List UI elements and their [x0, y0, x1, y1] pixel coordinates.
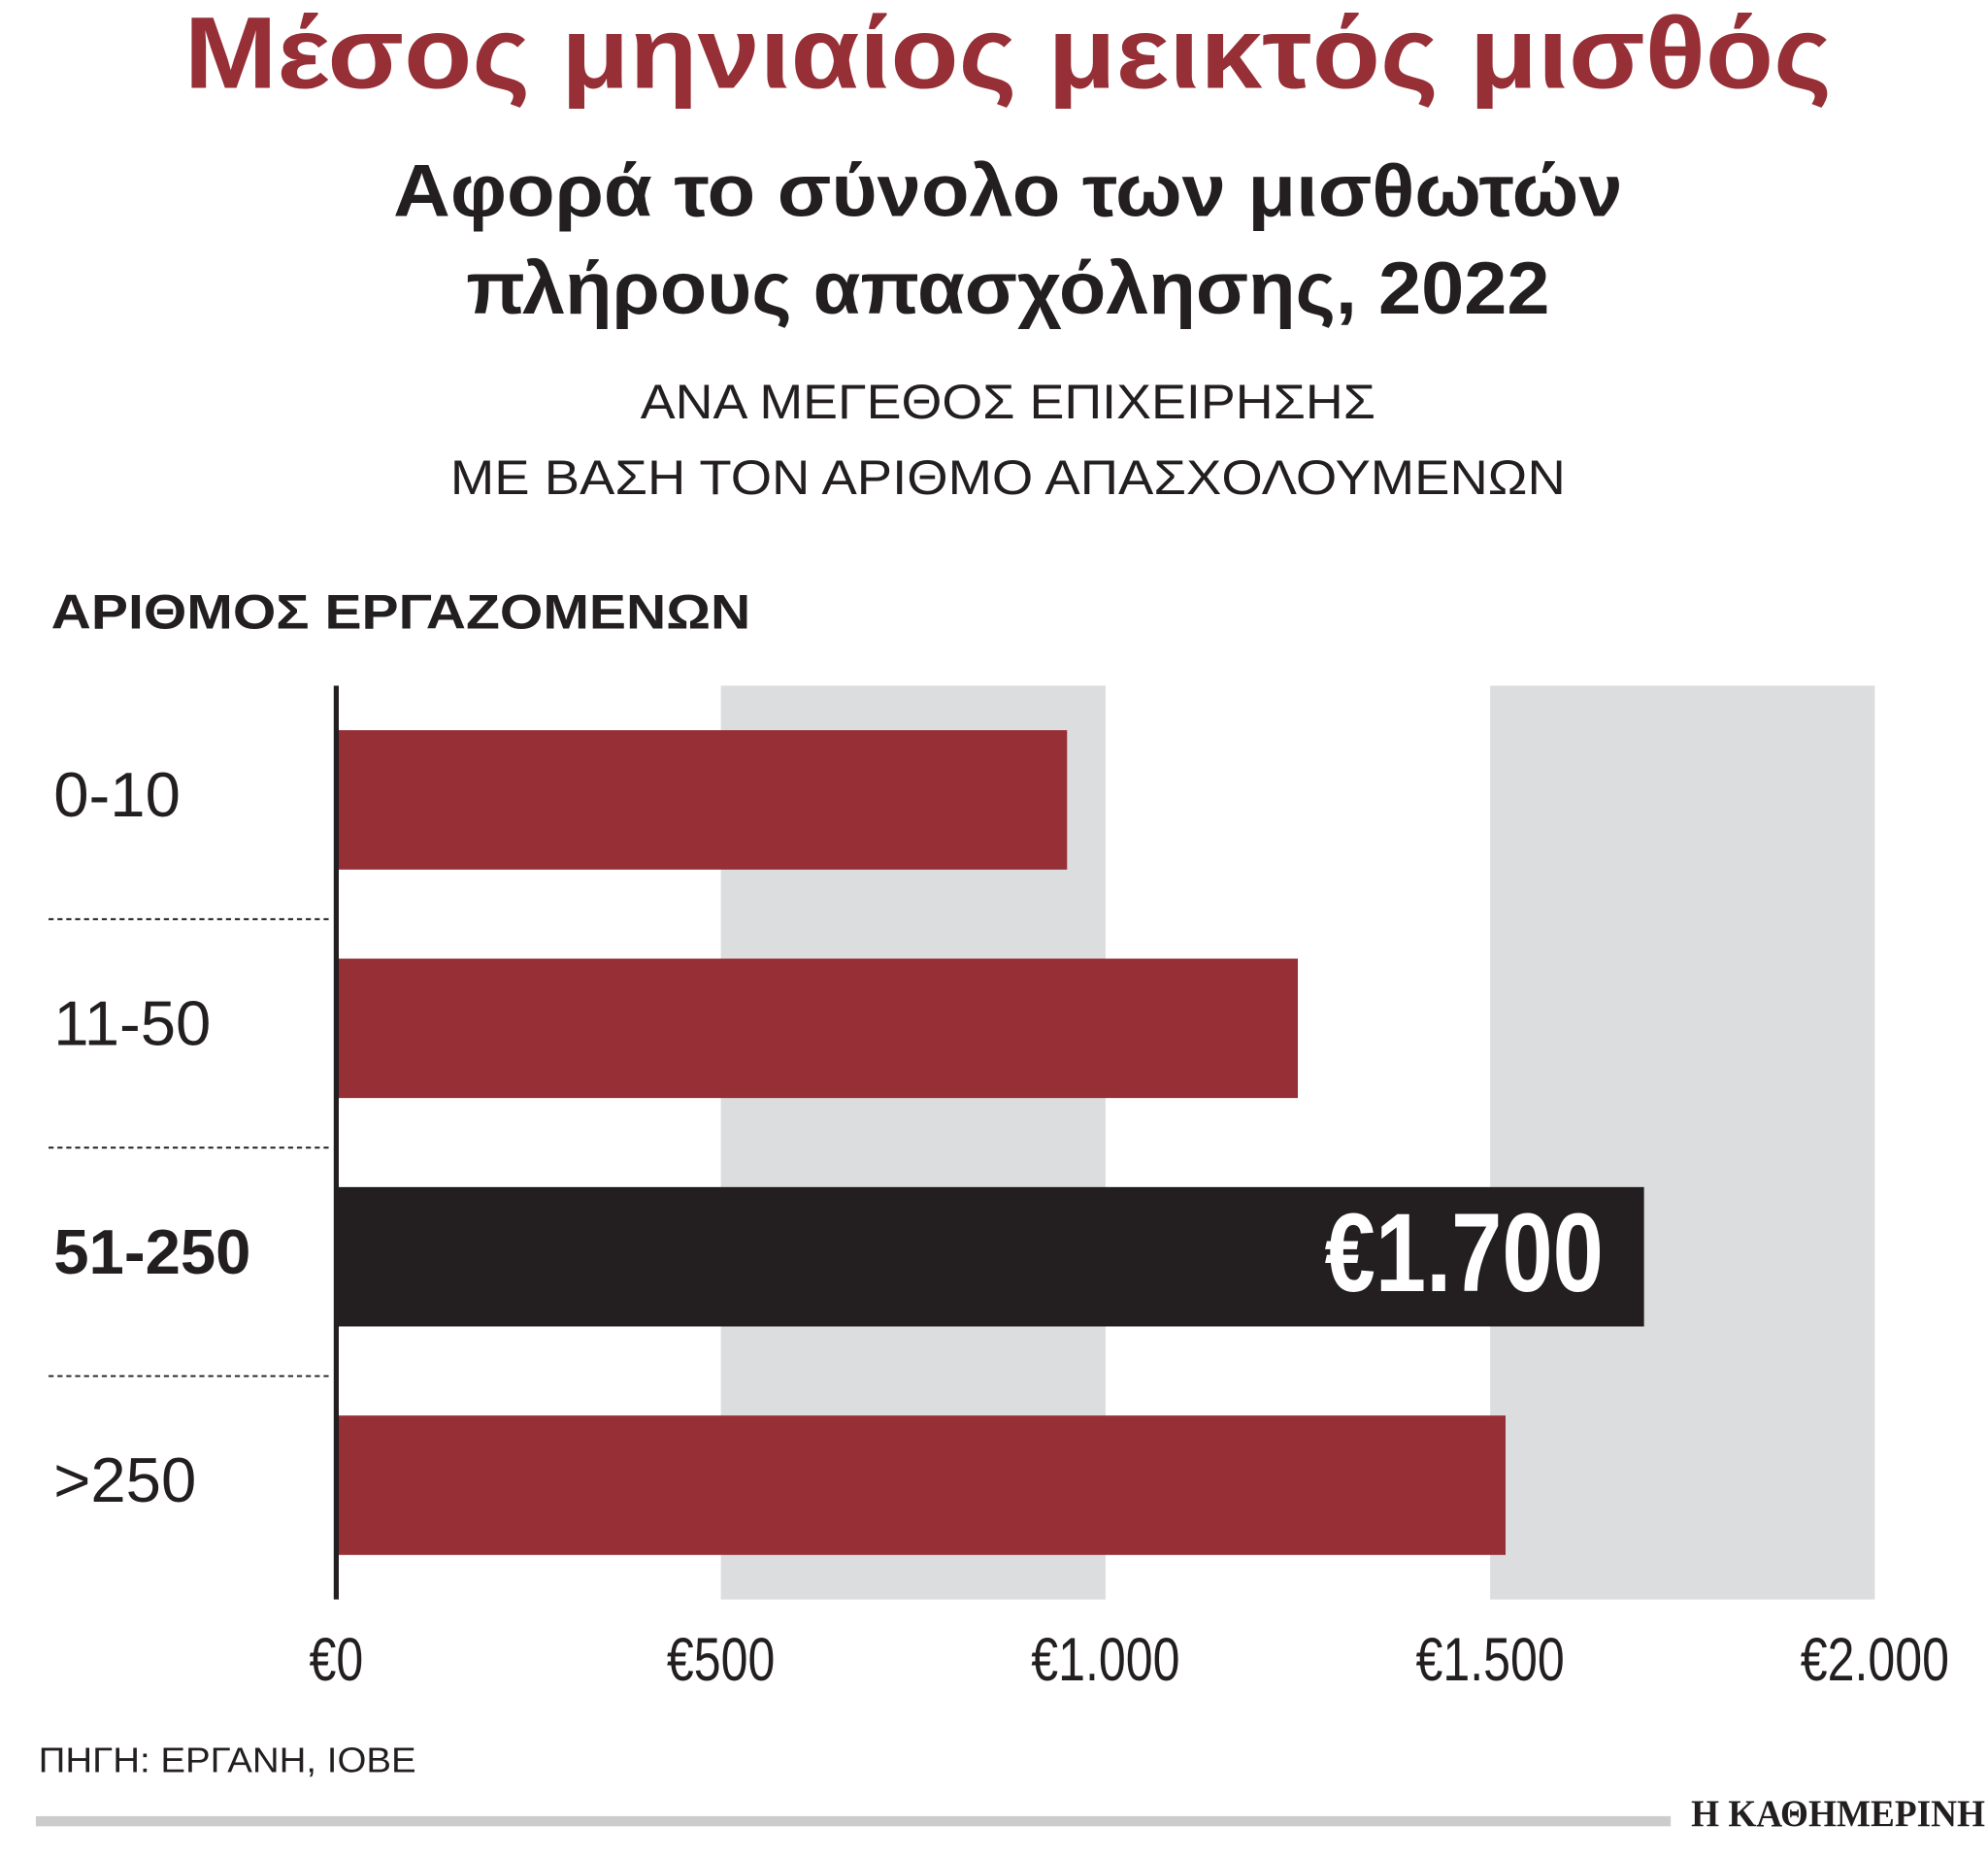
- footer-rule: [35, 1815, 1672, 1827]
- x-tick-label: €1.500: [1415, 1627, 1564, 1695]
- chart-subtitle: Αφορά το σύνολο των μισθωτών: [393, 149, 1622, 232]
- plot: €0 €500 €1.000 €1.500 €2.000 0-10 11-50 51-250 €…: [49, 685, 1949, 1694]
- y-tick-label: 11-50: [53, 988, 211, 1059]
- x-tick-label: €0: [310, 1627, 364, 1695]
- chart-note: ΜΕ ΒΑΣΗ ΤΟΝ ΑΡΙΘΜΟ ΑΠΑΣΧΟΛΟΥΜΕΝΩΝ: [450, 450, 1566, 505]
- chart-subtitle: πλήρους απασχόλησης, 2022: [466, 248, 1549, 330]
- grid-band: [1490, 685, 1875, 1600]
- bar: [336, 958, 1299, 1099]
- x-tick-label: €500: [667, 1627, 776, 1695]
- source: ΠΗΓΗ: ΕΡΓΑΝΗ, ΙΟΒΕ: [39, 1741, 416, 1780]
- brand: Η ΚΑΘΗΜΕΡΙΝΗ: [1691, 1793, 1985, 1835]
- bar: [336, 1415, 1506, 1555]
- y-tick-label: 0-10: [53, 759, 181, 830]
- y-tick-label: 51-250: [53, 1216, 250, 1287]
- chart-note: ΑΝΑ ΜΕΓΕΘΟΣ ΕΠΙΧΕΙΡΗΣΗΣ: [641, 375, 1375, 429]
- chart-title: Μέσος μηνιαίος μεικτός μισθός: [184, 0, 1832, 110]
- axis-title: ΑΡΙΘΜΟΣ ΕΡΓΑΖΟΜΕΝΩΝ: [51, 585, 751, 640]
- bar: [336, 1186, 1644, 1327]
- x-tick-label: €1.000: [1031, 1627, 1179, 1695]
- x-tick-label: €2.000: [1801, 1627, 1949, 1695]
- y-tick-label: >250: [53, 1444, 196, 1515]
- value-label: €1.700: [1325, 1191, 1604, 1315]
- bar: [336, 730, 1068, 870]
